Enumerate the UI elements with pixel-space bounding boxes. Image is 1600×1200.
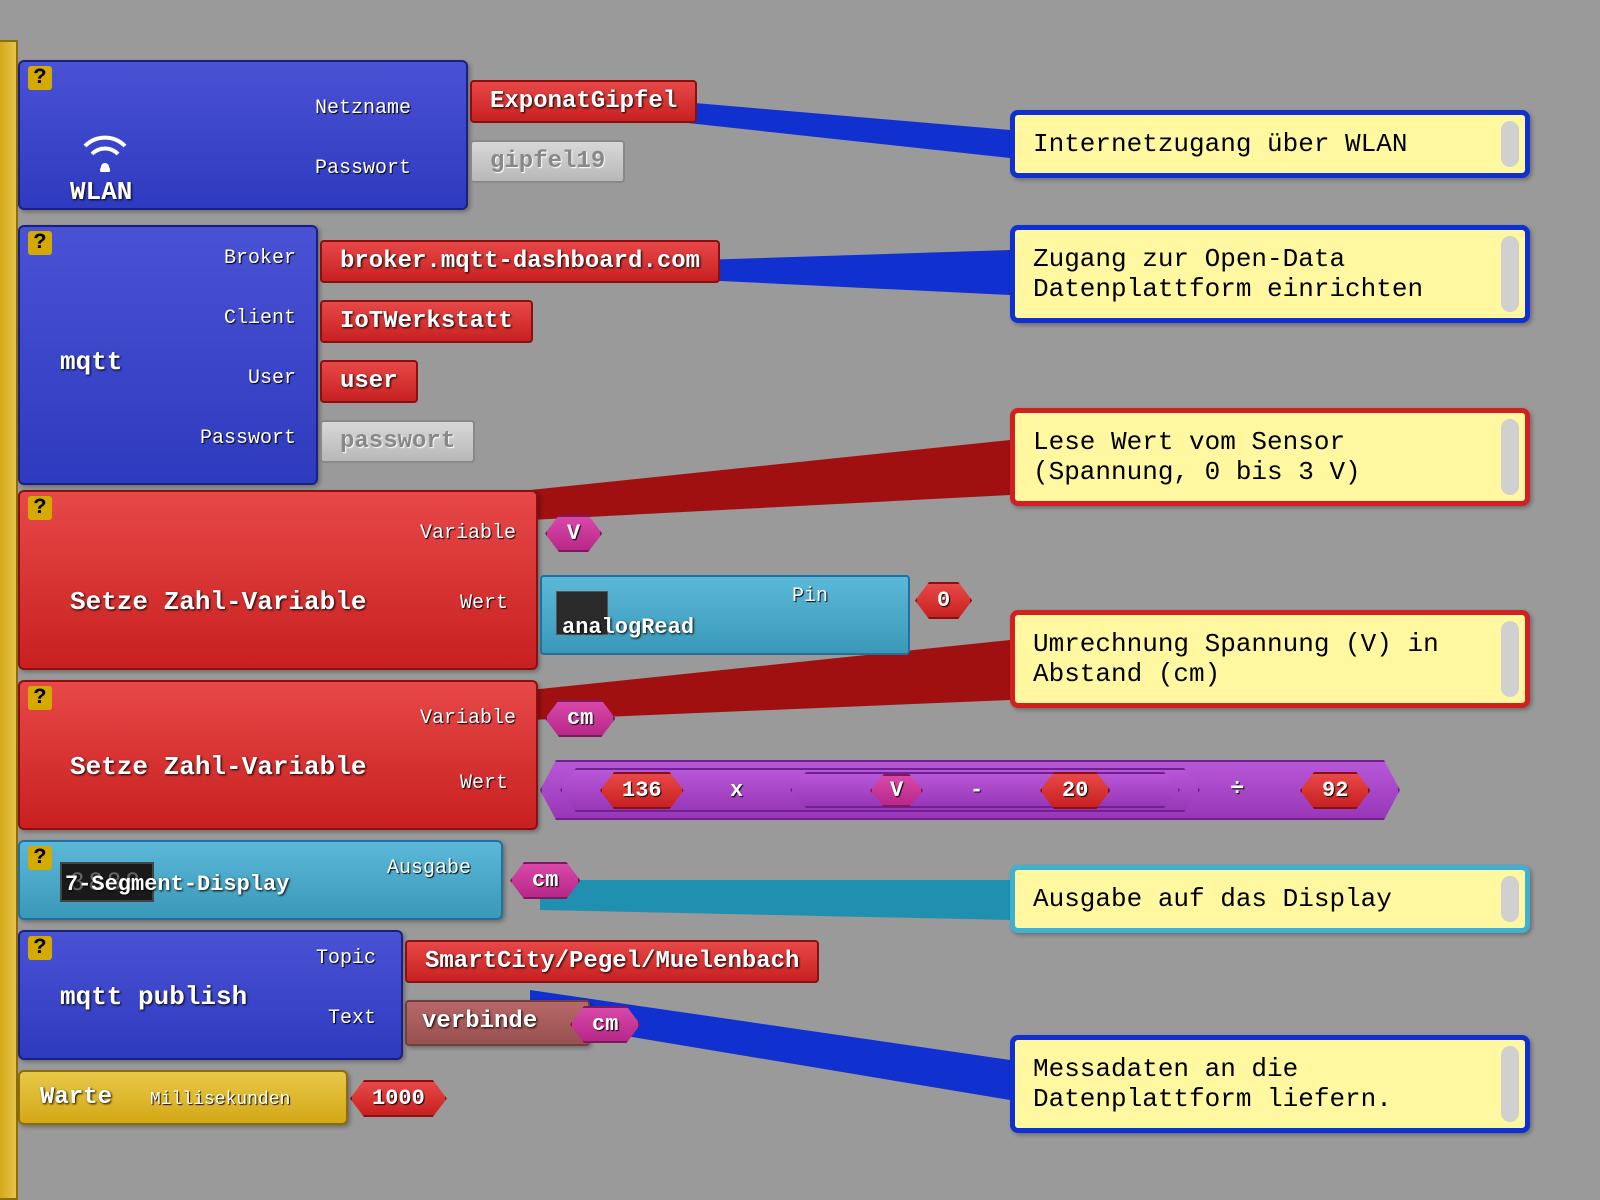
setvar1-var-label: Variable: [420, 522, 516, 545]
math-op2: -: [970, 778, 983, 803]
wlan-net-value[interactable]: ExponatGipfel: [470, 80, 697, 123]
setvar1-val-label: Wert: [460, 592, 508, 615]
verbinde-block[interactable]: verbinde: [405, 1000, 590, 1046]
wlan-pwd-value[interactable]: gipfel19: [470, 140, 625, 183]
mqtt-pwd-value[interactable]: passwort: [320, 420, 475, 463]
comment-4: Umrechnung Spannung (V) in Abstand (cm): [1010, 610, 1530, 708]
math-op1: x: [730, 778, 743, 803]
help-icon[interactable]: ?: [28, 496, 52, 520]
setvar1-var-value[interactable]: V: [545, 515, 602, 552]
math-num1[interactable]: 136: [600, 772, 684, 809]
mqtt-block[interactable]: ? mqtt Broker Client User Passwort: [18, 225, 318, 485]
math-op3: ÷: [1230, 776, 1244, 803]
comment-5-text: Ausgabe auf das Display: [1033, 884, 1392, 914]
comment-1-text: Internetzugang über WLAN: [1033, 129, 1407, 159]
wlan-title: WLAN: [70, 177, 132, 207]
scroll-nub[interactable]: [1501, 121, 1519, 167]
comment-5: Ausgabe auf das Display: [1010, 865, 1530, 933]
scroll-nub[interactable]: [1501, 419, 1519, 495]
comment-3: Lese Wert vom Sensor (Spannung, 0 bis 3 …: [1010, 408, 1530, 506]
setvar1-block[interactable]: ? Setze Zahl-Variable Variable Wert: [18, 490, 538, 670]
help-icon[interactable]: ?: [28, 936, 52, 960]
mqtt-pwd-label: Passwort: [200, 427, 296, 450]
display-block[interactable]: ? 8888 7-Segment-Display Ausgabe: [18, 840, 503, 920]
math-num2[interactable]: 20: [1040, 772, 1110, 809]
mqtt-title: mqtt: [60, 347, 122, 377]
help-icon[interactable]: ?: [28, 686, 52, 710]
comment-6-text: Messadaten an die Datenplattform liefern…: [1033, 1054, 1392, 1114]
wlan-block[interactable]: ? WLAN Netzname Passwort: [18, 60, 468, 210]
scroll-nub[interactable]: [1501, 876, 1519, 922]
comment-6: Messadaten an die Datenplattform liefern…: [1010, 1035, 1530, 1133]
setvar2-var-label: Variable: [420, 707, 516, 730]
publish-text-label: Text: [328, 1007, 376, 1030]
publish-title: mqtt publish: [60, 982, 247, 1012]
display-title: 7-Segment-Display: [65, 872, 289, 897]
display-out-value[interactable]: cm: [510, 862, 580, 899]
display-out-label: Ausgabe: [387, 857, 471, 880]
mqtt-user-label: User: [248, 367, 296, 390]
setvar2-val-label: Wert: [460, 772, 508, 795]
math-inner: [790, 772, 1180, 808]
mqtt-client-value[interactable]: IoTWerkstatt: [320, 300, 533, 343]
mqtt-broker-value[interactable]: broker.mqtt-dashboard.com: [320, 240, 720, 283]
setvar1-title: Setze Zahl-Variable: [70, 587, 366, 617]
math-num3[interactable]: 92: [1300, 772, 1370, 809]
setvar2-block[interactable]: ? Setze Zahl-Variable Variable Wert: [18, 680, 538, 830]
analogread-pin-label: Pin: [792, 585, 828, 608]
wlan-net-label: Netzname: [315, 97, 411, 120]
comment-2-text: Zugang zur Open-Data Datenplattform einr…: [1033, 244, 1423, 304]
wait-ms-value[interactable]: 1000: [350, 1080, 447, 1117]
setvar2-var-value[interactable]: cm: [545, 700, 615, 737]
setvar2-title: Setze Zahl-Variable: [70, 752, 366, 782]
loop-bar: [0, 40, 18, 1200]
comment-4-text: Umrechnung Spannung (V) in Abstand (cm): [1033, 629, 1439, 689]
block-canvas: ? WLAN Netzname Passwort ExponatGipfel g…: [0, 0, 1600, 1200]
comment-1: Internetzugang über WLAN: [1010, 110, 1530, 178]
scroll-nub[interactable]: [1501, 236, 1519, 312]
mqtt-user-value[interactable]: user: [320, 360, 418, 403]
comment-3-text: Lese Wert vom Sensor (Spannung, 0 bis 3 …: [1033, 427, 1361, 487]
comment-2: Zugang zur Open-Data Datenplattform einr…: [1010, 225, 1530, 323]
wait-block[interactable]: Warte Millisekunden: [18, 1070, 348, 1125]
wait-title: Warte: [40, 1084, 112, 1111]
analogread-pin-value[interactable]: 0: [915, 582, 972, 619]
publish-block[interactable]: ? mqtt publish Topic Text: [18, 930, 403, 1060]
publish-var-value[interactable]: cm: [570, 1006, 640, 1043]
help-icon[interactable]: ?: [28, 846, 52, 870]
mqtt-broker-label: Broker: [224, 247, 296, 270]
help-icon[interactable]: ?: [28, 231, 52, 255]
scroll-nub[interactable]: [1501, 621, 1519, 697]
help-icon[interactable]: ?: [28, 66, 52, 90]
wait-ms-label: Millisekunden: [150, 1090, 290, 1110]
verbinde-label: verbinde: [422, 1008, 537, 1035]
mqtt-client-label: Client: [224, 307, 296, 330]
publish-topic-label: Topic: [316, 947, 376, 970]
wlan-pwd-label: Passwort: [315, 157, 411, 180]
scroll-nub[interactable]: [1501, 1046, 1519, 1122]
publish-topic-value[interactable]: SmartCity/Pegel/Muelenbach: [405, 940, 819, 983]
analogread-label: analogRead: [562, 615, 694, 640]
analogread-block[interactable]: analogRead Pin: [540, 575, 910, 655]
